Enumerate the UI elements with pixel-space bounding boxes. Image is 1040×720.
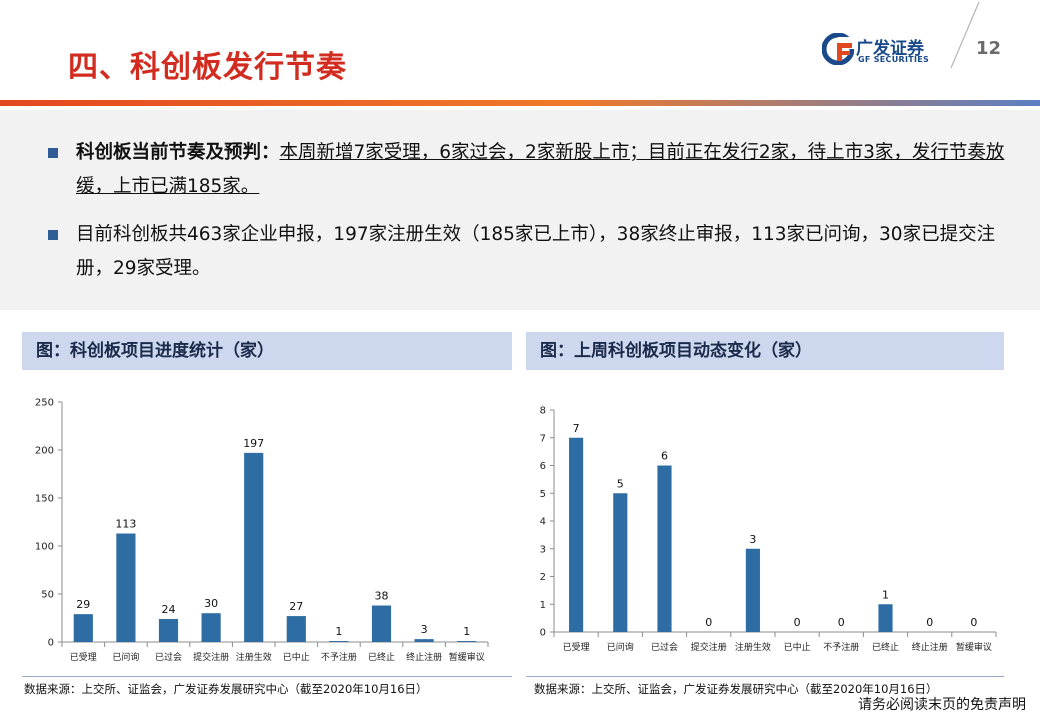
bar (73, 614, 93, 642)
x-category-label: 已受理 (563, 641, 590, 653)
x-category-label: 终止注册 (912, 641, 948, 653)
summary-section (0, 110, 1040, 310)
bar-value-label: 6 (661, 450, 668, 463)
bar (569, 437, 584, 632)
bullet-text-2: 目前科创板共463家企业申报，197家注册生效（185家已上市），38家终止审报… (76, 224, 996, 279)
y-tick-label: 4 (540, 517, 546, 528)
y-tick-label: 5 (540, 489, 546, 500)
bar (878, 604, 893, 632)
x-category-label: 不予注册 (823, 641, 859, 653)
bar-value-label: 1 (335, 625, 342, 638)
x-category-label: 不予注册 (321, 651, 357, 663)
x-category-label: 暂缓审议 (956, 641, 992, 653)
y-tick-label: 0 (540, 628, 546, 639)
source-divider (526, 676, 1004, 677)
x-category-label: 已过会 (651, 641, 678, 653)
bullet-text-1: 科创板当前节奏及预判：本周新增7家受理，6家过会，2家新股上市；目前正在发行2家… (76, 136, 1006, 204)
bar-value-label: 38 (375, 590, 389, 603)
bar-value-label: 30 (204, 597, 218, 610)
x-category-label: 暂缓审议 (449, 651, 485, 663)
bar-value-label: 27 (289, 600, 303, 613)
y-tick-label: 1 (540, 600, 546, 611)
x-category-label: 已中止 (283, 651, 310, 663)
x-category-label: 提交注册 (193, 651, 229, 663)
bar-value-label: 1 (463, 625, 470, 638)
bar (745, 548, 760, 632)
x-category-label: 终止注册 (406, 651, 442, 663)
bar-value-label: 0 (705, 616, 712, 629)
bullet-lead: 科创板当前节奏及预判： (76, 142, 280, 163)
y-tick-label: 6 (540, 461, 546, 472)
bar-value-label: 0 (970, 616, 977, 629)
bullet-body: 本周新增7家受理，6家过会，2家新股上市；目前正在发行2家，待上市3家，发行节奏… (76, 142, 1005, 197)
disclaimer-text: 请务必阅读末页的免责声明 (858, 697, 1026, 713)
bar (329, 641, 349, 642)
header-divider (950, 1, 980, 69)
bar-value-label: 0 (794, 616, 801, 629)
bar-value-label: 5 (617, 477, 624, 490)
x-category-label: 已问询 (607, 641, 634, 653)
y-tick-label: 7 (540, 433, 546, 444)
y-tick-label: 50 (41, 590, 54, 601)
bar (286, 616, 306, 642)
bar (657, 465, 672, 632)
bar (457, 641, 477, 642)
y-tick-label: 100 (35, 542, 54, 553)
x-category-label: 已中止 (784, 641, 811, 653)
y-tick-label: 8 (540, 406, 546, 417)
bar (158, 618, 179, 642)
bullet-marker (48, 148, 58, 158)
y-tick-label: 3 (540, 544, 546, 555)
page-number: 12 (976, 38, 1002, 59)
page-title: 四、科创板发行节奏 (68, 50, 347, 85)
y-tick-label: 2 (540, 572, 546, 583)
bar (371, 605, 392, 642)
x-category-label: 已问询 (112, 651, 139, 663)
left-chart-title: 图：科创板项目进度统计（家） (22, 332, 512, 370)
bar (116, 533, 136, 642)
gf-logo-icon (822, 33, 854, 65)
y-tick-label: 200 (35, 446, 54, 457)
bar-value-label: 1 (882, 588, 889, 601)
bar-value-label: 0 (838, 616, 845, 629)
x-category-label: 已终止 (872, 641, 899, 653)
x-category-label: 注册生效 (735, 641, 771, 653)
bar-value-label: 3 (749, 533, 756, 546)
x-category-label: 注册生效 (236, 651, 272, 663)
bar-value-label: 29 (76, 598, 90, 611)
y-tick-label: 0 (48, 638, 54, 649)
y-tick-label: 250 (35, 398, 54, 409)
x-category-label: 已受理 (70, 651, 97, 663)
right-source-note: 数据来源：上交所、证监会，广发证券发展研究中心（截至2020年10月16日） (534, 682, 938, 696)
bar-value-label: 0 (926, 616, 933, 629)
bar (613, 493, 628, 632)
bar (201, 613, 221, 642)
bar (244, 452, 264, 642)
x-category-label: 已终止 (368, 651, 395, 663)
bar-value-label: 7 (573, 422, 580, 435)
bar-value-label: 113 (115, 518, 136, 531)
right-bar-chart: 0 1 2 3 4 5 6 7 8 7 已受理 5 已问询 6 已过会 0 提交注册 3 注册生效 0 已中止 0 不予注册… (540, 406, 997, 653)
source-divider (22, 676, 512, 677)
right-chart-title: 图：上周科创板项目动态变化（家） (526, 332, 1004, 370)
company-logo: 广发证券 GF SECURITIES (822, 30, 942, 72)
x-category-label: 提交注册 (691, 641, 727, 653)
left-source-note: 数据来源：上交所、证监会，广发证券发展研究中心（截至2020年10月16日） (24, 682, 428, 696)
bullet-marker (48, 230, 58, 240)
left-bar-chart: 05010015020025029已受理113已问询24已过会30提交注册197… (35, 398, 489, 663)
bar-value-label: 197 (243, 437, 264, 450)
logo-text-en: GF SECURITIES (858, 55, 930, 64)
bar-value-label: 3 (421, 623, 428, 636)
x-category-label: 已过会 (155, 651, 182, 663)
y-tick-label: 150 (35, 494, 54, 505)
header-color-bar (0, 100, 1040, 106)
bar (414, 639, 434, 642)
logo-text-cn: 广发证券 (856, 39, 924, 59)
bar-value-label: 24 (162, 603, 176, 616)
